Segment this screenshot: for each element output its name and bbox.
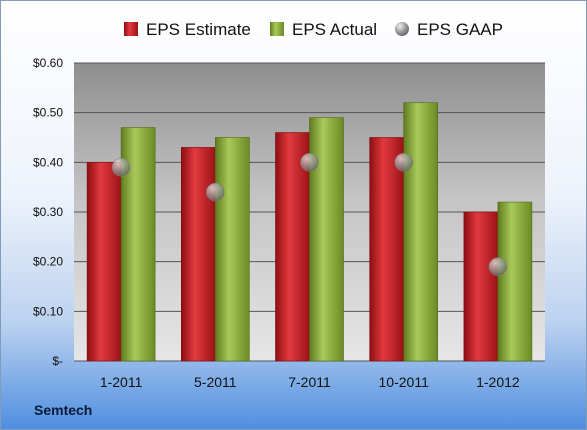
y-tick-label: $0.60 — [33, 56, 63, 70]
bar-eps-actual — [309, 117, 344, 362]
y-tick-label: $0.20 — [33, 255, 63, 269]
bar-eps-estimate — [275, 132, 310, 362]
point-eps-gaap — [300, 153, 319, 172]
y-tick-label: $0.30 — [33, 205, 63, 219]
y-tick-label: $0.10 — [33, 304, 63, 318]
legend-label: EPS Actual — [292, 20, 377, 39]
x-tick-label: 7-2011 — [288, 374, 331, 390]
point-eps-gaap — [206, 182, 225, 202]
bar-eps-actual — [497, 201, 533, 362]
bar-eps-estimate — [369, 137, 405, 362]
point-eps-gaap — [488, 257, 508, 276]
legend-label: EPS GAAP — [417, 20, 503, 39]
bar-eps-actual — [403, 102, 439, 362]
bar-eps-estimate — [463, 211, 499, 362]
legend-swatch — [395, 22, 409, 36]
bar-eps-estimate — [181, 147, 216, 362]
y-tick-label: $- — [52, 354, 63, 368]
bar-eps-estimate — [86, 162, 122, 362]
x-tick-label: 5-2011 — [194, 374, 237, 390]
y-tick-label: $0.40 — [33, 155, 63, 169]
y-tick-label: $0.50 — [33, 106, 63, 120]
point-eps-gaap — [111, 158, 131, 177]
x-tick-label: 1-2012 — [476, 374, 520, 390]
x-tick-label: 1-2011 — [100, 374, 143, 390]
legend-swatch — [270, 22, 284, 36]
legend-swatch — [124, 22, 138, 36]
bar-eps-actual — [215, 137, 250, 362]
legend-label: EPS Estimate — [146, 20, 251, 39]
company-name: Semtech — [34, 402, 93, 418]
point-eps-gaap — [394, 153, 413, 172]
x-tick-label: 10-2011 — [379, 374, 430, 390]
